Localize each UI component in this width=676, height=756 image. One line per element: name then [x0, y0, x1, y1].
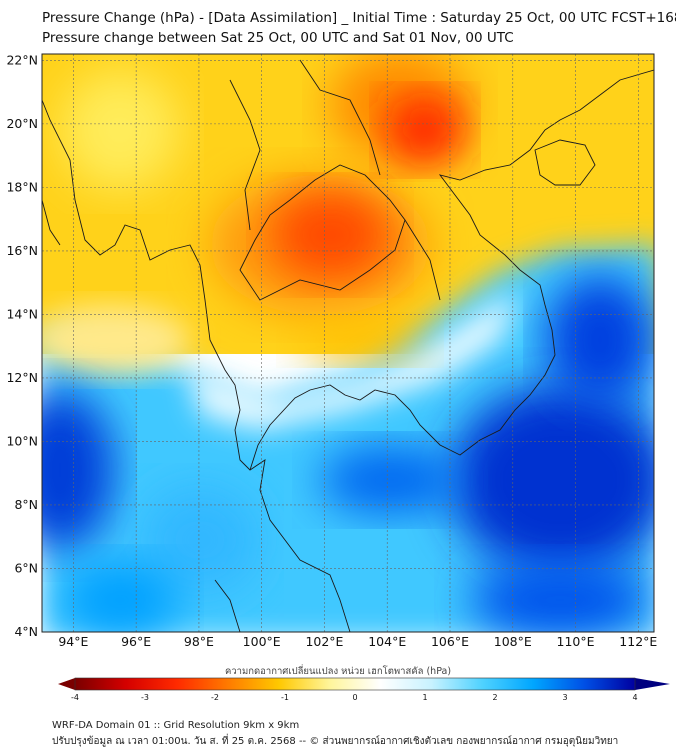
colorbar-tick-label: -1	[281, 693, 289, 702]
map-subtitle: Pressure change between Sat 25 Oct, 00 U…	[42, 30, 514, 46]
lat-label: 16°N	[6, 243, 38, 258]
lon-label: 100°E	[243, 634, 281, 649]
pressure-field	[42, 54, 654, 632]
colorbar-label: ความกดอากาศเปลี่ยนแปลง หน่วย เฮกโตพาสคัล…	[224, 666, 452, 677]
lon-label: 98°E	[184, 634, 214, 649]
lon-label: 96°E	[121, 634, 151, 649]
map-frame-border	[41, 53, 655, 633]
colorbar-max-arrow	[635, 678, 670, 690]
lat-label: 8°N	[14, 497, 38, 512]
colorbar-tick-label: 3	[562, 693, 567, 702]
lat-label: 22°N	[6, 52, 38, 67]
footer-credits: ปรับปรุงข้อมูล ณ เวลา 01:00น. วัน ส. ที่…	[52, 736, 619, 747]
colorbar-min-arrow	[58, 678, 75, 690]
lon-label: 106°E	[431, 634, 469, 649]
footer-model-info: WRF-DA Domain 01 :: Grid Resolution 9km …	[52, 720, 300, 731]
colorbar-tick-label: -4	[71, 693, 79, 702]
colorbar-tick-label: 1	[422, 693, 427, 702]
longitude-labels: 94°E 96°E 98°E 100°E 102°E 104°E 106°E 108°E 110…	[58, 634, 657, 649]
lon-label: 102°E	[305, 634, 343, 649]
lat-label: 6°N	[14, 560, 38, 575]
colorbar-tick-label: 0	[352, 693, 357, 702]
lat-label: 14°N	[6, 306, 38, 321]
latitude-labels: 22°N 20°N 18°N 16°N 14°N 12°N 10°N 8°N 6°N 4°N	[6, 52, 38, 639]
colorbar-tick-label: -3	[141, 693, 149, 702]
colorbar-tick-label: -2	[211, 693, 219, 702]
lat-label: 4°N	[14, 624, 38, 639]
lon-label: 112°E	[619, 634, 657, 649]
coastlines	[42, 59, 654, 632]
colorbar-tick-labels: -4 -3 -2 -1 0 1 2 3 4	[71, 693, 638, 702]
map-title: Pressure Change (hPa) - [Data Assimilati…	[42, 10, 676, 26]
lat-label: 18°N	[6, 179, 38, 194]
lat-label: 20°N	[6, 116, 38, 131]
lon-label: 110°E	[557, 634, 595, 649]
lon-label: 108°E	[494, 634, 532, 649]
lon-label: 104°E	[368, 634, 406, 649]
colorbar	[58, 677, 670, 691]
lat-label: 12°N	[6, 370, 38, 385]
lon-label: 94°E	[58, 634, 88, 649]
lat-label: 10°N	[6, 433, 38, 448]
colorbar-tick-label: 2	[492, 693, 497, 702]
colorbar-tick-label: 4	[632, 693, 637, 702]
